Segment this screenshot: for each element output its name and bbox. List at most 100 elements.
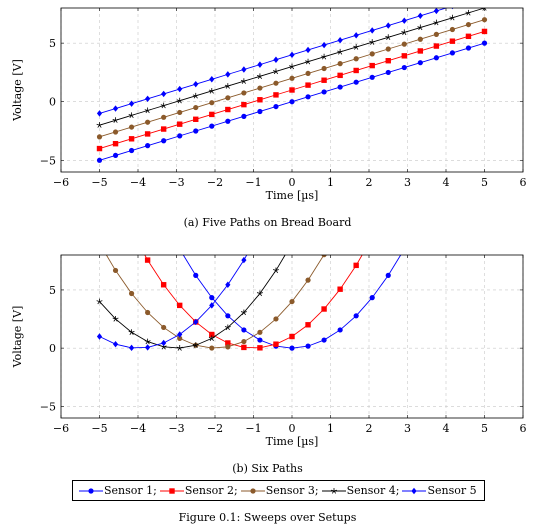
- data-point: [385, 22, 391, 29]
- data-point: [385, 272, 391, 278]
- data-point: [401, 64, 407, 71]
- data-point: [305, 277, 311, 283]
- data-point: [176, 345, 183, 351]
- data-point: [305, 94, 311, 100]
- data-point: [144, 107, 151, 114]
- x-tick-label: 4: [443, 422, 450, 435]
- data-point: [272, 267, 279, 274]
- legend-entry-sensor-2: Sensor 2;: [159, 484, 238, 497]
- data-point: [177, 302, 183, 309]
- data-point: [353, 79, 359, 85]
- data-point: [337, 327, 343, 333]
- data-point: [224, 83, 231, 89]
- data-point: [160, 282, 167, 288]
- data-point: [289, 333, 295, 340]
- data-point: [241, 101, 247, 108]
- data-point: [337, 61, 343, 67]
- x-tick-label: 5: [481, 422, 488, 435]
- figure-caption: Figure 0.1: Sweeps over Setups: [178, 511, 357, 524]
- data-point: [128, 100, 135, 107]
- data-point: [353, 44, 360, 50]
- data-point: [353, 313, 359, 319]
- x-tick-label: 2: [366, 422, 373, 435]
- data-point: [128, 147, 135, 154]
- data-point: [257, 108, 263, 115]
- data-point: [256, 290, 263, 297]
- data-point: [273, 316, 279, 322]
- data-point: [417, 12, 423, 20]
- x-tick-label: −1: [245, 176, 261, 189]
- data-point: [112, 140, 119, 147]
- data-point: [369, 62, 375, 69]
- data-point: [209, 345, 215, 351]
- x-tick-label: −4: [130, 176, 146, 189]
- data-point: [289, 298, 295, 305]
- data-point: [369, 74, 375, 80]
- legend: Sensor 1; Sensor 2; Sensor 3; Sensor 4; …: [72, 480, 485, 501]
- x-tick-label: 3: [404, 176, 411, 189]
- x-tick-label: −5: [91, 176, 107, 189]
- data-point: [433, 55, 439, 61]
- data-point: [225, 344, 231, 350]
- data-point: [417, 36, 423, 42]
- series-4: [96, 255, 286, 351]
- x-tick-label: −2: [207, 422, 223, 435]
- data-point: [193, 272, 199, 278]
- data-point: [240, 78, 247, 84]
- data-point: [224, 324, 231, 331]
- data-point: [208, 335, 215, 342]
- series-group: [96, 255, 402, 352]
- data-point: [177, 109, 183, 116]
- data-point: [225, 95, 231, 101]
- data-point: [465, 21, 472, 28]
- data-point: [161, 138, 167, 144]
- legend-marker: [411, 487, 418, 494]
- data-point: [225, 340, 231, 346]
- data-point: [193, 116, 199, 122]
- data-point: [417, 60, 423, 66]
- data-point: [433, 19, 440, 26]
- legend-marker: [169, 487, 175, 494]
- data-point: [240, 309, 247, 316]
- data-point: [369, 39, 376, 45]
- data-point: [465, 9, 472, 16]
- data-point: [337, 37, 343, 44]
- data-point: [385, 58, 391, 64]
- legend-marker: [330, 487, 337, 494]
- data-point: [321, 306, 327, 312]
- legend-entry-sensor-4: Sensor 4;: [321, 484, 399, 497]
- data-point: [449, 26, 456, 33]
- subcaption-a: (a) Five Paths on Bread Board: [183, 216, 352, 229]
- legend-label-3: Sensor 3;: [265, 484, 319, 497]
- x-tick-label: −2: [207, 176, 223, 189]
- data-point: [177, 331, 183, 338]
- data-point: [385, 34, 392, 40]
- data-point: [273, 56, 279, 63]
- plot-a: −6 −5 −4 −3 −2 −1 0 1 2 3 4 5 6 −5 0 5 Time [µs] Voltage …: [11, 7, 527, 202]
- x-tick-label: 1: [327, 422, 334, 435]
- data-point: [96, 333, 103, 340]
- data-point: [305, 322, 311, 328]
- data-point: [225, 281, 231, 288]
- y-tick-label: −5: [40, 400, 56, 413]
- data-point: [225, 71, 231, 78]
- data-point: [481, 40, 488, 46]
- data-point: [209, 76, 215, 83]
- plot-b: −6 −5 −4 −3 −2 −1 0 1 2 3 4 5 6 −5 0 5 Time [µs] Voltage …: [11, 254, 527, 448]
- data-point: [145, 309, 151, 316]
- y-tick-label: 5: [49, 284, 56, 297]
- data-point: [112, 117, 119, 123]
- data-point: [337, 286, 343, 292]
- data-point: [417, 48, 424, 54]
- series-5: [96, 8, 454, 117]
- legend-swatch-1: [79, 487, 103, 494]
- data-point: [289, 75, 295, 81]
- data-point: [161, 90, 167, 98]
- legend-label-2: Sensor 2;: [184, 484, 238, 497]
- data-point: [256, 73, 263, 79]
- x-tick-label: 2: [366, 176, 373, 189]
- data-point: [128, 112, 135, 119]
- x-tick-label: 0: [289, 176, 296, 189]
- data-point: [353, 56, 359, 62]
- data-point: [160, 126, 167, 132]
